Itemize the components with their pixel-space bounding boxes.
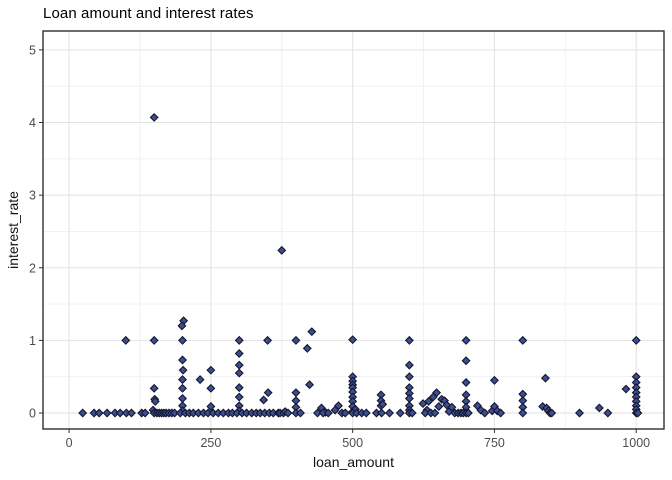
data-point	[234, 392, 244, 402]
data-point	[195, 375, 205, 385]
data-point	[277, 245, 287, 255]
data-point	[547, 408, 557, 418]
data-point	[461, 356, 471, 366]
data-point	[633, 408, 643, 418]
data-point	[621, 384, 631, 394]
plot-panel	[43, 31, 664, 429]
data-point	[603, 408, 613, 418]
data-point	[395, 408, 405, 418]
x-tick-label: 250	[200, 436, 221, 450]
data-point	[348, 335, 358, 345]
data-point	[140, 408, 150, 418]
data-point	[404, 360, 414, 370]
y-tick-label: 1	[29, 334, 36, 348]
data-point	[149, 112, 159, 122]
data-point	[631, 335, 641, 345]
data-point	[432, 388, 442, 398]
data-point	[94, 408, 104, 418]
data-point	[461, 378, 471, 387]
data-point	[594, 403, 604, 413]
data-point	[177, 321, 187, 331]
data-point	[259, 395, 269, 405]
data-point	[126, 408, 136, 418]
data-point	[442, 400, 452, 410]
data-point	[178, 335, 187, 345]
data-point	[463, 408, 473, 418]
data-point	[102, 408, 112, 418]
data-point	[518, 408, 528, 418]
data-point	[424, 396, 434, 406]
x-tick-label: 0	[66, 436, 73, 450]
data-point	[461, 335, 471, 345]
x-axis-title: loan_amount	[313, 454, 394, 470]
data-point	[178, 365, 188, 375]
data-point	[78, 408, 88, 418]
data-point	[447, 402, 457, 412]
data-point	[206, 365, 216, 375]
data-point	[407, 408, 417, 418]
data-point	[434, 402, 444, 411]
data-point	[489, 375, 499, 385]
data-point	[150, 396, 160, 406]
data-point	[149, 383, 159, 393]
data-point	[115, 408, 125, 418]
data-point	[234, 335, 244, 345]
data-point	[295, 408, 305, 418]
x-tick-label: 1000	[622, 436, 650, 450]
data-point	[377, 408, 387, 418]
y-tick-label: 5	[29, 43, 36, 57]
data-point	[206, 402, 216, 411]
data-point	[518, 335, 528, 345]
y-tick-label: 3	[29, 189, 36, 203]
data-point	[385, 408, 394, 418]
data-point	[340, 408, 350, 418]
data-point	[291, 335, 301, 345]
data-point	[323, 408, 333, 418]
y-tick-label: 0	[29, 407, 36, 421]
data-point	[178, 383, 187, 393]
data-point	[361, 408, 371, 418]
y-axis-title: interest_rate	[5, 191, 21, 269]
data-point	[283, 408, 293, 418]
chart-title: Loan amount and interest rates	[43, 5, 254, 22]
data-point	[302, 343, 312, 353]
data-point	[333, 401, 343, 411]
data-point	[404, 335, 414, 345]
data-point	[540, 373, 550, 383]
data-point	[430, 408, 440, 418]
data-point	[263, 335, 273, 345]
y-tick-label: 4	[29, 116, 36, 130]
data-point	[404, 372, 414, 382]
data-point	[305, 380, 315, 390]
data-point	[480, 408, 490, 418]
data-point	[575, 408, 584, 418]
data-point	[234, 368, 244, 378]
data-point	[178, 355, 187, 365]
y-tick-label: 2	[29, 261, 36, 275]
data-point	[149, 335, 159, 345]
data-point	[121, 335, 131, 345]
data-point	[263, 388, 273, 398]
data-point	[206, 383, 216, 393]
x-tick-label: 500	[342, 436, 363, 450]
data-point	[234, 383, 244, 393]
x-tick-label: 750	[484, 436, 505, 450]
panel-border	[42, 30, 665, 430]
data-point	[476, 405, 486, 415]
data-point	[378, 399, 388, 409]
data-point	[307, 327, 317, 337]
data-point	[234, 348, 244, 358]
data-point	[178, 375, 187, 385]
data-point	[496, 408, 506, 418]
